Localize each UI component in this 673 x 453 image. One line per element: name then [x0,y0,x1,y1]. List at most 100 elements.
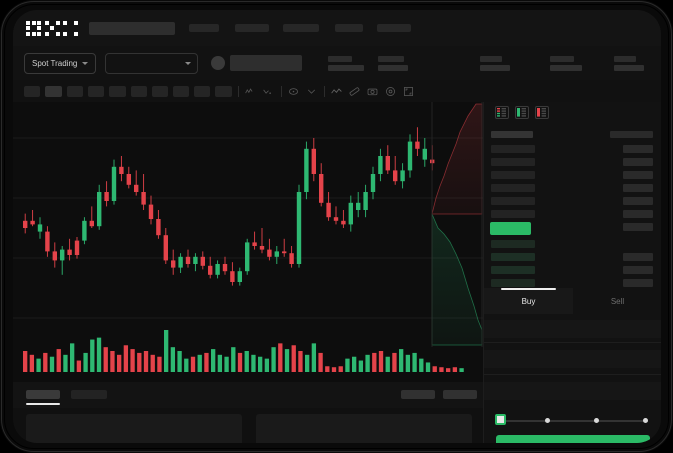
logo-letter-x [63,20,78,36]
orderbook-ask-amount [623,171,653,179]
orderbook-header-price [491,131,533,138]
stat-label [550,55,575,62]
order-field-2[interactable] [484,350,661,368]
market-type-label: Spot Trading [32,58,78,68]
bid-depth-area [431,213,483,346]
stat-label [480,55,503,62]
camera-icon[interactable] [366,85,379,98]
orderbook-ask-row[interactable] [491,158,535,166]
chevron-down-icon [185,61,192,65]
buy-submit-button[interactable] [496,435,650,443]
market-type-selector[interactable]: Spot Trading [24,52,97,74]
app-screen: Spot Trading [13,10,661,443]
orderbook-ask-amount [623,145,653,153]
orderbook-bid-amount [623,253,653,261]
order-field-1[interactable] [484,320,661,338]
bottom-tab-1-active[interactable] [26,390,60,399]
order-field-3[interactable] [484,382,661,400]
okx-logo[interactable] [26,20,78,36]
orderbook-bid-row[interactable] [491,279,535,287]
orderbook-last-price-highlight[interactable] [490,222,531,235]
chart-toolbar [13,80,661,102]
toolbar-divider [281,85,282,97]
orderbook-bid-amount [623,266,653,274]
orderbook-header-amount [610,131,653,138]
pair-selector[interactable] [105,52,199,74]
orderbook-both-icon[interactable] [495,106,509,119]
ruler-icon[interactable] [348,85,361,98]
orderbook-ask-amount [623,184,653,192]
stat-value [550,64,583,71]
stat-value [328,64,365,71]
stat-block-2 [378,55,409,71]
timeframe-2-active[interactable] [45,85,62,97]
orderbook-bid-amount [623,279,653,287]
slider-dot-3[interactable] [594,418,599,423]
template-icon[interactable] [287,85,300,98]
nav-item-3[interactable] [283,24,319,32]
toolbar-divider [324,85,325,97]
stat-block-4 [550,55,583,71]
bottom-action-2[interactable] [443,390,477,399]
orderbook-bid-row[interactable] [491,266,535,274]
timeframe-10[interactable] [215,85,232,97]
nav-item-1[interactable] [189,24,219,32]
bottom-action-1[interactable] [401,390,435,399]
orderbook-bid-row[interactable] [491,240,535,248]
logo-letter-k [44,20,60,36]
indicator-icon[interactable] [244,85,257,98]
bottom-tab-2[interactable] [71,390,107,399]
bottom-panel-left[interactable] [26,414,242,443]
orderbook-ask-row[interactable] [491,197,535,205]
orderbook-ask-row[interactable] [491,184,535,192]
tab-sell[interactable]: Sell [573,288,661,314]
timeframe-6[interactable] [131,85,147,97]
orderbook-asks-icon[interactable] [535,106,549,119]
candlestick-chart[interactable] [13,102,483,382]
bottom-tab-active-underline [26,403,60,405]
amount-slider-handle[interactable] [495,414,506,425]
amount-slider-track[interactable] [498,420,648,422]
tab-buy[interactable]: Buy [484,288,573,314]
nav-item-4[interactable] [335,24,363,32]
orderbook-ask-row[interactable] [491,171,535,179]
timeframe-1[interactable] [24,85,40,97]
timeframe-4[interactable] [88,85,104,97]
pair-name-label [230,55,303,71]
stat-value [378,64,409,71]
order-field-divider [484,342,661,343]
timeframe-9[interactable] [194,85,210,97]
pair-stats-bar: Spot Trading [13,46,661,80]
fullscreen-icon[interactable] [402,85,415,98]
nav-item-5[interactable] [377,24,411,32]
orderbook-ask-amount [623,197,653,205]
chevron-down-icon[interactable] [305,85,318,98]
nav-item-2[interactable] [235,24,269,32]
slider-dot-2[interactable] [545,418,550,423]
orderbook-bid-row[interactable] [491,253,535,261]
depth-chart-overlay [431,102,483,347]
buy-tab-active-underline [501,288,556,290]
compare-icon[interactable] [262,85,275,98]
orderbook-bids-icon[interactable] [515,106,529,119]
tab-buy-label: Buy [521,296,536,306]
search-input[interactable] [89,21,175,35]
line-chart-icon[interactable] [330,85,343,98]
slider-dot-4[interactable] [643,418,648,423]
logo-letter-o [26,20,41,36]
orderbook-ask-row[interactable] [491,210,535,218]
timeframe-3[interactable] [67,85,83,97]
stat-label [378,55,405,62]
stat-label [614,55,637,62]
orderbook-ask-row[interactable] [491,145,535,153]
timeframe-7[interactable] [152,85,168,97]
stat-block-5 [614,55,645,71]
bottom-tab-bar [13,382,483,408]
stat-block-3 [480,55,511,71]
stat-value [480,64,511,71]
timeframe-8[interactable] [173,85,189,97]
settings-icon[interactable] [384,85,397,98]
bottom-panel-right[interactable] [256,414,472,443]
timeframe-5[interactable] [109,85,126,97]
pair-coin-icon [211,56,226,70]
